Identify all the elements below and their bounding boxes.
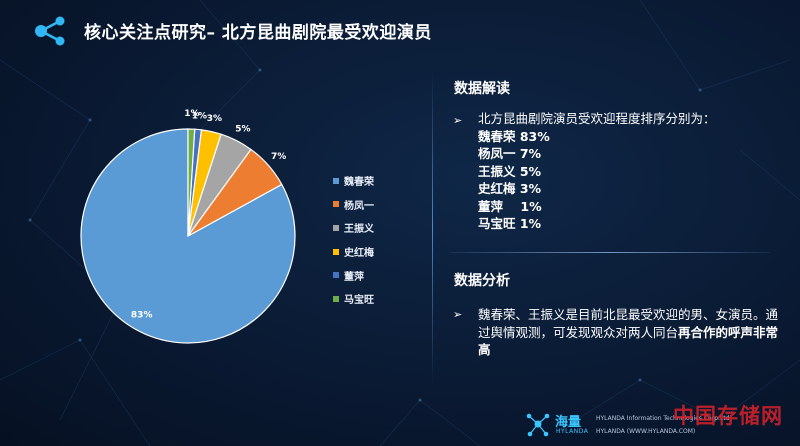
legend-swatch bbox=[333, 224, 339, 231]
share-icon bbox=[35, 16, 65, 46]
pie-data-label: 7% bbox=[271, 152, 286, 162]
bullet-arrow-icon: ➢ bbox=[453, 308, 463, 321]
analysis-normal-text: 魏春荣、王振义是目前北昆最受欢迎的男、女演员。通过舆情观测，可发现观众对两人同台 bbox=[478, 307, 779, 340]
pie-chart: 83%7%5%3%1%1% bbox=[80, 109, 296, 344]
rank-item: 杨凤一 7% bbox=[478, 146, 542, 161]
company-website: HYLANDA (WWW.HYLANDA.COM) bbox=[596, 428, 696, 435]
legend-label: 马宝旺 bbox=[344, 295, 374, 307]
pie-slices bbox=[80, 128, 296, 344]
rank-item: 魏春荣 83% bbox=[478, 128, 550, 144]
legend-label: 董萍 bbox=[344, 271, 364, 283]
bullet-arrow-icon: ➢ bbox=[453, 114, 463, 127]
pie-data-label: 1% bbox=[192, 112, 207, 122]
company-name: HYLANDA Information Technologies Corp.Lt… bbox=[596, 415, 730, 422]
logo-chinese-text: 海量 bbox=[555, 415, 582, 430]
interpretation-title: 数据解读 bbox=[454, 81, 510, 97]
pie-data-label: 83% bbox=[131, 310, 153, 320]
pie-data-label: 1% bbox=[184, 109, 199, 119]
legend-item: 董萍 bbox=[333, 263, 374, 287]
chart-legend: 魏春荣 杨凤一 王振义 史红梅 董萍 马宝旺 bbox=[333, 169, 374, 311]
legend-swatch bbox=[333, 201, 339, 208]
rank-item: 马宝旺 1% bbox=[478, 216, 542, 231]
pie-data-labels: 83%7%5%3%1%1% bbox=[131, 109, 286, 320]
analysis-highlight-text: 再合作的呼声非常高 bbox=[478, 324, 779, 358]
legend-item: 杨凤一 bbox=[333, 193, 374, 217]
interpretation-text: 北方昆曲剧院演员受欢迎程度排序分别为： 魏春荣 83% 杨凤一 7% 王振义 5… bbox=[478, 110, 778, 233]
pie-slice bbox=[187, 128, 196, 237]
page-title: 核心关注点研究– 北方昆曲剧院最受欢迎演员 bbox=[84, 23, 432, 43]
legend-swatch bbox=[333, 272, 339, 279]
legend-label: 史红梅 bbox=[344, 248, 374, 260]
rank-item: 王振义 5% bbox=[478, 163, 542, 179]
legend-swatch bbox=[333, 295, 339, 302]
interpretation-intro: 北方昆曲剧院演员受欢迎程度排序分别为： bbox=[478, 111, 716, 126]
legend-item: 史红梅 bbox=[333, 240, 374, 264]
vertical-divider bbox=[432, 72, 433, 384]
legend-swatch bbox=[333, 248, 339, 255]
rank-item: 史红梅 3% bbox=[478, 181, 542, 196]
pie-data-label: 3% bbox=[207, 114, 222, 124]
analysis-title: 数据分析 bbox=[454, 273, 510, 289]
legend-swatch bbox=[333, 177, 339, 184]
watermark: 中国存储网 bbox=[673, 404, 783, 428]
molecule-logo-icon bbox=[526, 413, 550, 437]
analysis-text: 魏春荣、王振义是目前北昆最受欢迎的男、女演员。通过舆情观测，可发现观众对两人同台… bbox=[478, 306, 788, 359]
logo-english-text: HYLANDA bbox=[556, 428, 589, 435]
horizontal-divider bbox=[450, 252, 770, 253]
pie-data-label: 5% bbox=[235, 124, 250, 134]
legend-item: 马宝旺 bbox=[333, 287, 374, 311]
legend-item: 王振义 bbox=[333, 216, 374, 240]
legend-label: 杨凤一 bbox=[344, 200, 374, 212]
legend-item: 魏春荣 bbox=[333, 169, 374, 193]
footer-logo-area: 海量 HYLANDA HYLANDA Information Technolog… bbox=[524, 408, 794, 442]
rank-item: 董萍 1% bbox=[478, 198, 542, 214]
legend-label: 魏春荣 bbox=[344, 177, 374, 189]
legend-label: 王振义 bbox=[344, 224, 374, 236]
